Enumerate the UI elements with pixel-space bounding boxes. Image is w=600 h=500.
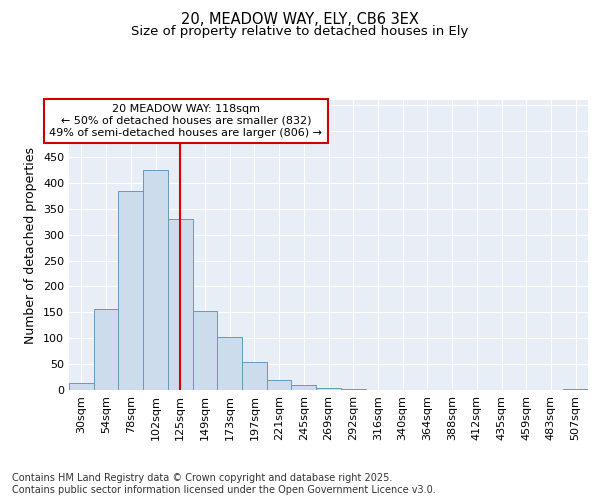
- Bar: [242, 362, 267, 390]
- Y-axis label: Number of detached properties: Number of detached properties: [25, 146, 37, 344]
- Bar: [563, 389, 588, 390]
- Bar: [193, 312, 217, 390]
- Bar: [69, 384, 94, 390]
- Text: 20, MEADOW WAY, ELY, CB6 3EX: 20, MEADOW WAY, ELY, CB6 3EX: [181, 12, 419, 28]
- Text: Contains HM Land Registry data © Crown copyright and database right 2025.
Contai: Contains HM Land Registry data © Crown c…: [12, 474, 436, 495]
- Bar: [267, 380, 292, 390]
- Text: Size of property relative to detached houses in Ely: Size of property relative to detached ho…: [131, 25, 469, 38]
- Bar: [168, 219, 193, 390]
- Bar: [94, 308, 118, 390]
- Text: 20 MEADOW WAY: 118sqm
← 50% of detached houses are smaller (832)
49% of semi-det: 20 MEADOW WAY: 118sqm ← 50% of detached …: [49, 104, 322, 138]
- Bar: [143, 170, 168, 390]
- Bar: [217, 336, 242, 390]
- Bar: [118, 190, 143, 390]
- Bar: [316, 388, 341, 390]
- Bar: [292, 385, 316, 390]
